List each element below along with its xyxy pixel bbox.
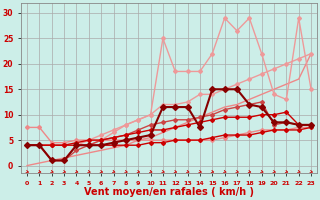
- X-axis label: Vent moyen/en rafales ( km/h ): Vent moyen/en rafales ( km/h ): [84, 187, 254, 197]
